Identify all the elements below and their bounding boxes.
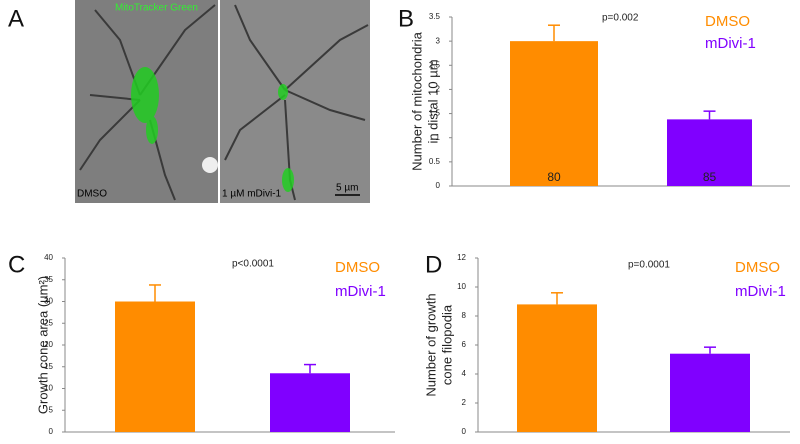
bar bbox=[510, 41, 598, 187]
bar bbox=[115, 301, 195, 432]
y-tick-label: 12 bbox=[457, 253, 466, 262]
panel-letter: C bbox=[8, 251, 25, 278]
panel-letter: D bbox=[425, 251, 442, 278]
y-tick-label: 4 bbox=[462, 369, 467, 378]
y-tick-label: 35 bbox=[44, 275, 53, 284]
y-tick-label: 5 bbox=[49, 405, 54, 414]
y-tick-label: 30 bbox=[44, 297, 53, 306]
y-tick-label: 1 bbox=[436, 133, 441, 142]
y-tick-label: 0 bbox=[49, 427, 54, 436]
y-tick-label: 10 bbox=[457, 282, 466, 291]
bar bbox=[667, 119, 752, 186]
y-tick-label: 1.5 bbox=[429, 109, 441, 118]
y-axis-label: Number of mitochondria bbox=[409, 31, 424, 170]
condition-label: 1 µM mDivi-1 bbox=[222, 189, 282, 200]
y-tick-label: 10 bbox=[44, 384, 53, 393]
y-tick-label: 3.5 bbox=[429, 12, 441, 21]
y-tick-label: 8 bbox=[462, 311, 467, 320]
p-value: p=0.0001 bbox=[628, 260, 670, 271]
y-tick-label: 2.5 bbox=[429, 60, 441, 69]
y-tick-label: 0 bbox=[436, 181, 441, 190]
mito-signal bbox=[131, 67, 294, 192]
y-tick-label: 6 bbox=[462, 340, 467, 349]
legend-label: DMSO bbox=[735, 259, 780, 276]
p-value: p=0.002 bbox=[602, 13, 639, 24]
count-label: 80 bbox=[547, 170, 561, 184]
y-tick-label: 40 bbox=[44, 253, 53, 262]
y-axis-label: Growth cone area (µm²) bbox=[35, 276, 50, 414]
y-tick-label: 25 bbox=[44, 318, 53, 327]
y-tick-label: 20 bbox=[44, 340, 53, 349]
bar bbox=[670, 353, 750, 432]
count-label: 85 bbox=[703, 170, 717, 184]
y-axis-label: cone filopodia bbox=[439, 304, 454, 385]
y-tick-label: 2 bbox=[462, 398, 467, 407]
panel-a: A MitoTracker Green DMSO 1 µM mDivi-1 5 … bbox=[8, 0, 370, 203]
legend-label: mDivi-1 bbox=[335, 283, 386, 300]
y-axis-label: Number of growth bbox=[423, 293, 438, 396]
stain-label: MitoTracker Green bbox=[115, 3, 198, 14]
legend-label: mDivi-1 bbox=[705, 35, 756, 52]
panel-letter: B bbox=[398, 5, 414, 32]
condition-label: DMSO bbox=[77, 189, 107, 200]
legend-label: mDivi-1 bbox=[735, 283, 786, 300]
debris bbox=[202, 157, 218, 173]
y-tick-label: 3 bbox=[436, 36, 441, 45]
y-tick-label: 2 bbox=[436, 85, 441, 94]
y-axis-label: in distal 10 µm bbox=[425, 59, 440, 143]
legend-label: DMSO bbox=[705, 13, 750, 30]
panel-letter: A bbox=[8, 5, 24, 32]
p-value: p<0.0001 bbox=[232, 259, 274, 270]
y-tick-label: 0 bbox=[462, 427, 467, 436]
bar bbox=[517, 304, 597, 432]
legend-label: DMSO bbox=[335, 259, 380, 276]
y-tick-label: 15 bbox=[44, 362, 53, 371]
y-tick-label: 0.5 bbox=[429, 157, 441, 166]
scale-label: 5 µm bbox=[336, 183, 358, 194]
bar bbox=[270, 373, 350, 432]
